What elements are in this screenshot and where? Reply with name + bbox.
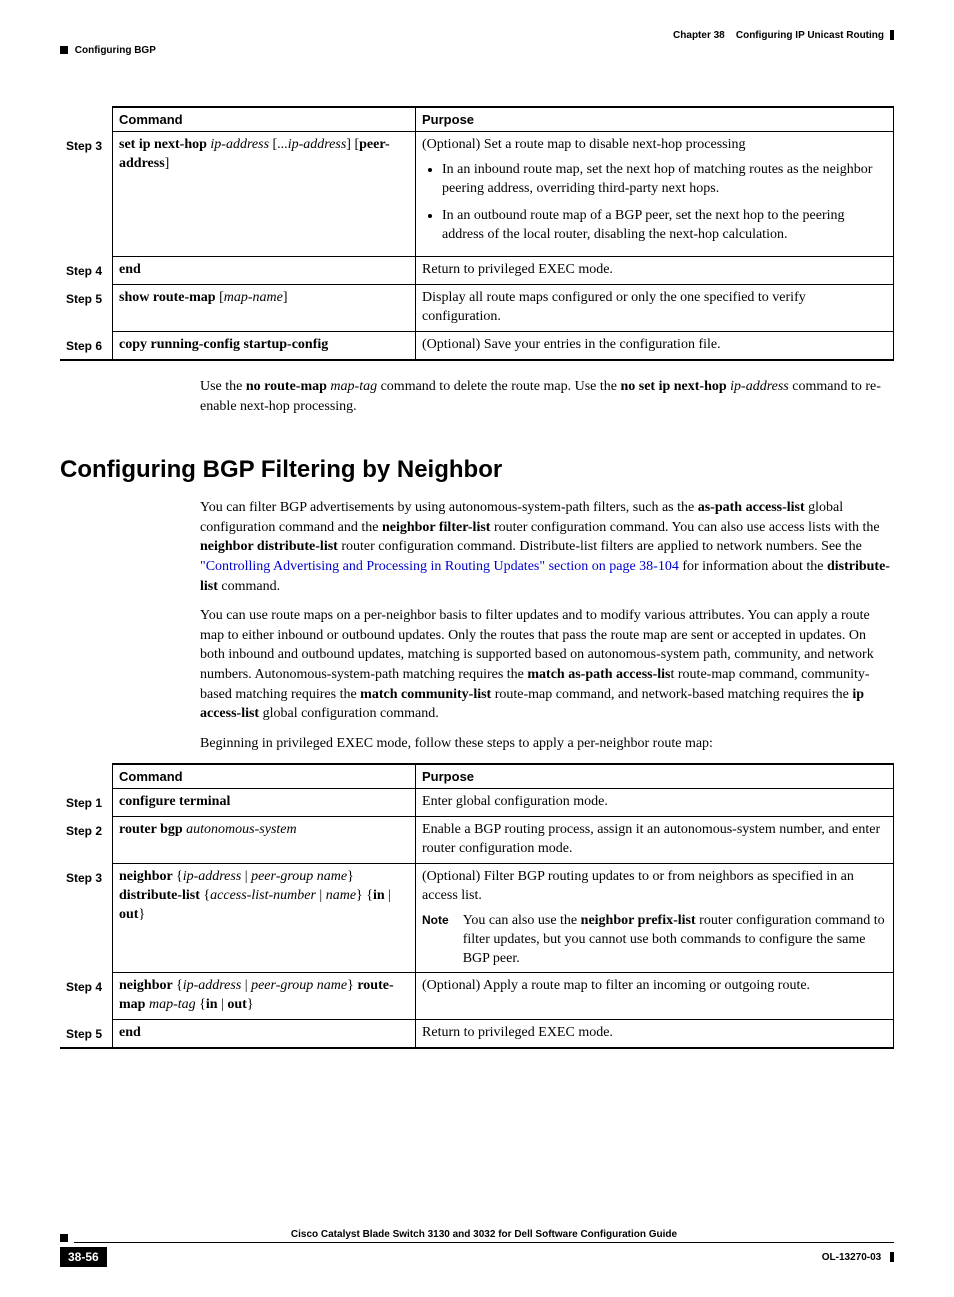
col-command: Command [113, 764, 416, 789]
header-bar-icon [890, 30, 894, 40]
command-table-2: Command Purpose Step 1 configure termina… [60, 763, 894, 1049]
table-row: Step 3 set ip next-hop ip-address [...ip… [60, 132, 894, 257]
command-cell: router bgp autonomous-system [113, 817, 416, 864]
page-number-badge: 38-56 [60, 1247, 107, 1267]
command-cell: end [113, 1020, 416, 1048]
command-cell: neighbor {ip-address | peer-group name} … [113, 864, 416, 973]
square-marker-icon [60, 1234, 68, 1242]
list-item: In an inbound route map, set the next ho… [442, 161, 887, 199]
table-row: Step 4 end Return to privileged EXEC mod… [60, 257, 894, 285]
table-row: Step 1 configure terminal Enter global c… [60, 789, 894, 817]
footer-doc-title: Cisco Catalyst Blade Switch 3130 and 303… [74, 1229, 894, 1243]
purpose-cell: (Optional) Filter BGP routing updates to… [416, 864, 894, 973]
purpose-cell: Enable a BGP routing process, assign it … [416, 817, 894, 864]
body-paragraph: Beginning in privileged EXEC mode, follo… [200, 734, 894, 754]
table-row: Step 5 show route-map [map-name] Display… [60, 285, 894, 332]
command-cell: set ip next-hop ip-address [...ip-addres… [113, 132, 416, 257]
purpose-cell: Display all route maps configured or onl… [416, 285, 894, 332]
step-label: Step 5 [60, 1020, 113, 1048]
section-label: Configuring BGP [75, 45, 156, 56]
body-paragraph: You can filter BGP advertisements by usi… [200, 498, 894, 596]
purpose-cell: (Optional) Apply a route map to filter a… [416, 973, 894, 1020]
col-purpose: Purpose [416, 764, 894, 789]
step-label: Step 2 [60, 817, 113, 864]
purpose-cell: Enter global configuration mode. [416, 789, 894, 817]
table-row: Step 3 neighbor {ip-address | peer-group… [60, 864, 894, 973]
step-label: Step 1 [60, 789, 113, 817]
square-marker-icon [60, 46, 68, 54]
command-cell: neighbor {ip-address | peer-group name} … [113, 973, 416, 1020]
step-label: Step 4 [60, 257, 113, 285]
cross-ref-link[interactable]: "Controlling Advertising and Processing … [200, 559, 679, 574]
list-item: In an outbound route map of a BGP peer, … [442, 207, 887, 245]
step-label: Step 5 [60, 285, 113, 332]
table-row: Step 2 router bgp autonomous-system Enab… [60, 817, 894, 864]
col-command: Command [113, 107, 416, 132]
chapter-title: Configuring IP Unicast Routing [736, 30, 884, 41]
page-subheader: Configuring BGP [60, 45, 894, 56]
chapter-label: Chapter 38 [673, 30, 725, 41]
table-row: Step 5 end Return to privileged EXEC mod… [60, 1020, 894, 1048]
section-heading: Configuring BGP Filtering by Neighbor [60, 456, 894, 484]
body-paragraph: Use the no route-map map-tag command to … [200, 377, 894, 416]
note-label: Note [422, 912, 449, 969]
command-table-1: Command Purpose Step 3 set ip next-hop i… [60, 106, 894, 361]
step-label: Step 4 [60, 973, 113, 1020]
table-row: Step 6 copy running-config startup-confi… [60, 332, 894, 360]
step-label: Step 3 [60, 132, 113, 257]
command-cell: configure terminal [113, 789, 416, 817]
footer-bar-icon [890, 1252, 894, 1262]
purpose-cell: Return to privileged EXEC mode. [416, 1020, 894, 1048]
body-paragraph: You can use route maps on a per-neighbor… [200, 606, 894, 724]
page-header: Chapter 38 Configuring IP Unicast Routin… [60, 30, 894, 41]
command-cell: copy running-config startup-config [113, 332, 416, 360]
command-cell: end [113, 257, 416, 285]
col-purpose: Purpose [416, 107, 894, 132]
step-label: Step 3 [60, 864, 113, 973]
purpose-cell: (Optional) Save your entries in the conf… [416, 332, 894, 360]
note-text: You can also use the neighbor prefix-lis… [463, 912, 887, 969]
purpose-cell: (Optional) Set a route map to disable ne… [416, 132, 894, 257]
table-row: Step 4 neighbor {ip-address | peer-group… [60, 973, 894, 1020]
purpose-cell: Return to privileged EXEC mode. [416, 257, 894, 285]
doc-id: OL-13270-03 [822, 1252, 881, 1263]
command-cell: show route-map [map-name] [113, 285, 416, 332]
step-label: Step 6 [60, 332, 113, 360]
